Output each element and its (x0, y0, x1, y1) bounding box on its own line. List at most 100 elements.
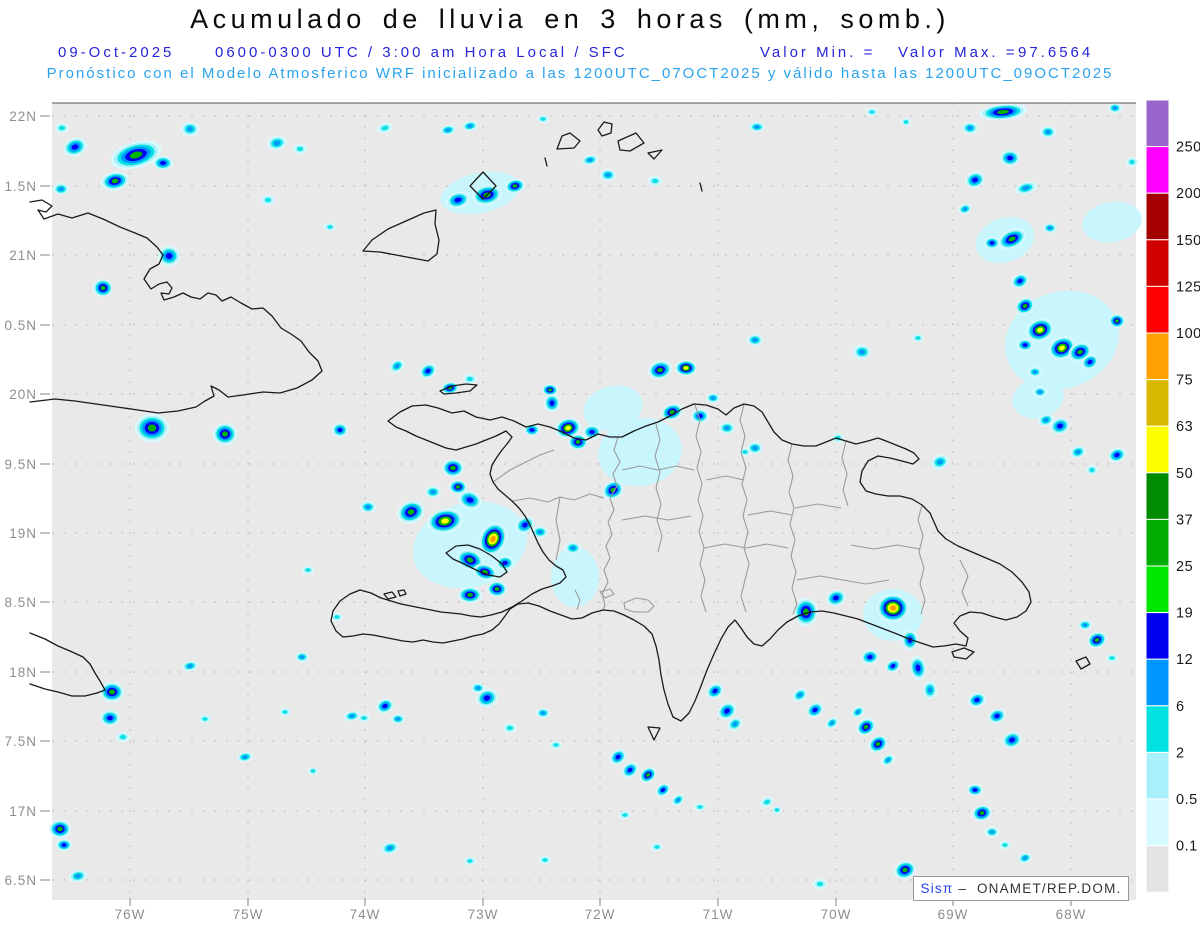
rain-cell-ring (1047, 226, 1053, 230)
rain-cell (792, 688, 808, 702)
rain-cell-ring (903, 120, 909, 124)
rain-cell (182, 660, 198, 672)
rain-cell (536, 708, 550, 718)
rain-cell (706, 683, 724, 699)
province-border (850, 544, 921, 550)
rain-cell (1081, 354, 1099, 370)
rain-cell (100, 710, 120, 726)
rain-cell (760, 796, 774, 808)
rain-cell (69, 869, 87, 883)
rain-cell (826, 589, 846, 607)
colorbar-segment (1145, 425, 1170, 474)
lon-label: 71W (703, 907, 734, 922)
rain-cell-ring (466, 497, 474, 503)
rain-cell (648, 360, 672, 380)
rain-cell-ring (1057, 423, 1063, 429)
rain-cell-ring (59, 125, 65, 131)
rain-cell-ring (732, 721, 738, 727)
lon-label: 75W (233, 907, 264, 922)
rain-cell-ring (1022, 343, 1028, 347)
rain-cell-ring (627, 767, 633, 773)
coastline-great_inagua (362, 209, 440, 262)
rain-cell (997, 228, 1027, 250)
colorbar-segment (1145, 565, 1170, 614)
rain-cell-ring (890, 664, 896, 668)
rain-cell-ring (754, 125, 760, 129)
rain-cell (1078, 620, 1092, 630)
rain-cell-ring (445, 128, 451, 132)
rain-cell-ring (915, 664, 921, 672)
province-border (623, 597, 655, 613)
rain-cell (1000, 150, 1020, 166)
rain-cell (463, 374, 477, 384)
rain-cell-ring (885, 758, 891, 762)
colorbar-label: 50 (1176, 466, 1193, 482)
rain-cell-ring (1094, 637, 1100, 643)
rain-cell (868, 735, 888, 753)
rain-cell-ring (361, 716, 367, 720)
sispi-logo: Sisπ (920, 881, 954, 896)
colorbar-segment (1145, 798, 1170, 847)
rain-cell-ring (657, 367, 663, 373)
rain-cell-ring (972, 788, 978, 792)
colorbar-segment (1145, 705, 1170, 753)
rain-cell-ring (855, 710, 861, 714)
rain-cell (866, 108, 878, 116)
rain-cell (479, 522, 507, 556)
rain-cell (675, 360, 697, 376)
colorbar-label: 25 (1176, 559, 1193, 575)
lat-label: 17N (9, 804, 37, 819)
province-border (703, 543, 789, 549)
rain-cell-ring (979, 810, 985, 816)
lat-label: 8.5N (4, 595, 37, 610)
rain-cell (853, 345, 871, 359)
province-border (705, 475, 745, 481)
province-border (555, 496, 561, 561)
rain-cell (464, 857, 476, 865)
rain-cell (1050, 417, 1070, 435)
lon-label: 69W (938, 907, 969, 922)
rain-cell (901, 118, 911, 126)
colorbar-label: 2 (1176, 745, 1185, 761)
credit-badge: Sisπ – ONAMET/REP.DOM. (913, 876, 1129, 901)
rain-cell (972, 804, 992, 822)
colorbar-label: 150 (1176, 233, 1200, 249)
rain-cell-ring (273, 140, 281, 146)
colorbar-segment (1145, 239, 1170, 287)
credit-space (967, 881, 977, 896)
colorbar: 250 200 150 125 100 75 63 50 37 25 19 12 6 2 0.5 0.1 (1145, 99, 1200, 893)
rain-cell-ring (1089, 467, 1095, 473)
rain-cell (397, 500, 425, 524)
rain-cell (565, 542, 581, 554)
colorbar-label: 250 (1176, 140, 1200, 156)
rain-cell (446, 191, 470, 209)
rain-cell-ring (441, 518, 449, 524)
colorbar-segment (1145, 845, 1170, 893)
rain-cell (1086, 465, 1098, 475)
lat-label: 20N (9, 387, 37, 402)
rain-cell-ring (712, 688, 718, 694)
colorbar-label: 6 (1176, 699, 1185, 715)
rain-cell-ring (467, 376, 473, 382)
province-border (747, 510, 793, 516)
rain-cell (324, 223, 336, 231)
rain-cell-ring (1009, 737, 1015, 743)
rain-cell-ring (129, 151, 143, 159)
province-border (694, 404, 707, 613)
colorbar-label: 0.1 (1176, 839, 1198, 855)
rain-cell-ring (1129, 159, 1135, 165)
rain-cell (199, 715, 211, 723)
colorbar-label: 100 (1176, 326, 1200, 342)
province-border (739, 404, 750, 613)
rain-cell-ring (752, 337, 758, 343)
rain-cell-ring (483, 695, 491, 701)
coastline-little_inagua (469, 171, 497, 200)
rain-cell-ring (109, 689, 115, 695)
rain-cell-ring (502, 561, 508, 565)
rain-cell (135, 414, 169, 442)
rain-cell (55, 123, 69, 133)
lon-label: 76W (115, 907, 146, 922)
rain-cell (476, 688, 498, 708)
rain-cell-ring (833, 595, 839, 601)
